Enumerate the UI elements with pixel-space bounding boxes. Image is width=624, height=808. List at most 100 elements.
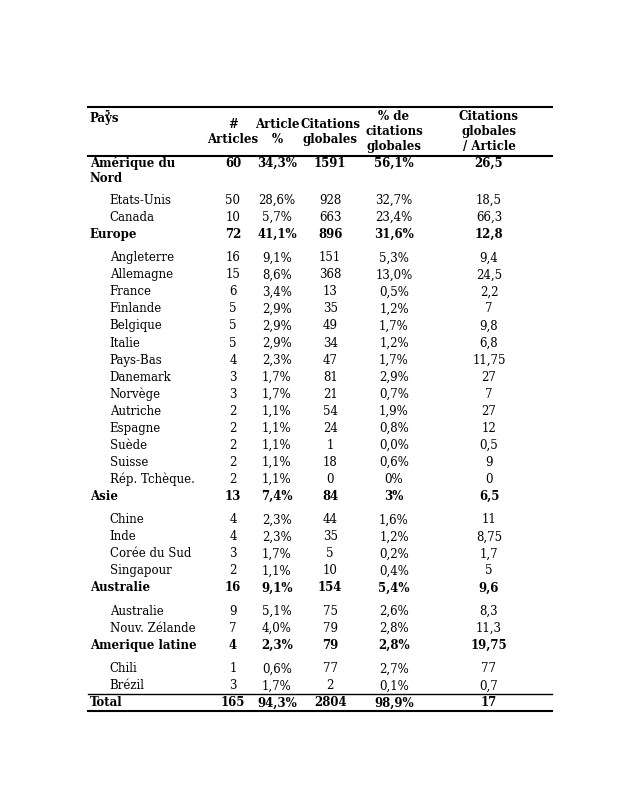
Text: 1,7%: 1,7% <box>262 680 292 692</box>
Text: 4,0%: 4,0% <box>262 622 292 635</box>
Text: 2: 2 <box>229 456 236 469</box>
Text: 13: 13 <box>225 490 241 503</box>
Text: 16: 16 <box>225 582 241 595</box>
Text: Inde: Inde <box>110 530 137 543</box>
Text: 2: 2 <box>229 422 236 435</box>
Text: 2,9%: 2,9% <box>262 302 292 315</box>
Text: 1,7%: 1,7% <box>262 547 292 561</box>
Text: Allemagne: Allemagne <box>110 268 173 281</box>
Text: 151: 151 <box>319 251 341 264</box>
Text: 1,1%: 1,1% <box>262 473 292 486</box>
Text: Italie: Italie <box>110 336 140 350</box>
Text: 2,2: 2,2 <box>480 285 498 298</box>
Text: Citations
globales
/ Article: Citations globales / Article <box>459 110 519 153</box>
Text: Citations
globales: Citations globales <box>300 117 360 145</box>
Text: 8,3: 8,3 <box>480 605 499 618</box>
Text: 10: 10 <box>323 565 338 578</box>
Text: 2,6%: 2,6% <box>379 605 409 618</box>
Text: 2,3%: 2,3% <box>261 639 293 652</box>
Text: 84: 84 <box>322 490 338 503</box>
Text: 7: 7 <box>485 302 493 315</box>
Text: 0,1%: 0,1% <box>379 680 409 692</box>
Text: 0: 0 <box>485 473 493 486</box>
Text: 17: 17 <box>481 696 497 709</box>
Text: Australie: Australie <box>110 605 163 618</box>
Text: Nouv. Zélande: Nouv. Zélande <box>110 622 195 635</box>
Text: 3: 3 <box>229 371 236 384</box>
Text: 2: 2 <box>229 473 236 486</box>
Text: 5,1%: 5,1% <box>262 605 292 618</box>
Text: 0,5%: 0,5% <box>379 285 409 298</box>
Text: 50: 50 <box>225 194 240 207</box>
Text: 32,7%: 32,7% <box>375 194 412 207</box>
Text: 9,6: 9,6 <box>479 582 499 595</box>
Text: 0,2%: 0,2% <box>379 547 409 561</box>
Text: 41,1%: 41,1% <box>257 228 297 241</box>
Text: Etats-Unis: Etats-Unis <box>110 194 172 207</box>
Text: 0,6%: 0,6% <box>379 456 409 469</box>
Text: 1,1%: 1,1% <box>262 422 292 435</box>
Text: 663: 663 <box>319 211 341 224</box>
Text: Corée du Sud: Corée du Sud <box>110 547 191 561</box>
Text: Chili: Chili <box>110 663 137 675</box>
Text: 77: 77 <box>482 663 497 675</box>
Text: 13,0%: 13,0% <box>375 268 412 281</box>
Text: 0%: 0% <box>384 473 403 486</box>
Text: 35: 35 <box>323 302 338 315</box>
Text: Nord: Nord <box>90 171 123 184</box>
Text: 9: 9 <box>229 605 236 618</box>
Text: 24: 24 <box>323 422 338 435</box>
Text: 11: 11 <box>482 513 496 526</box>
Text: 0,7%: 0,7% <box>379 388 409 401</box>
Text: 66,3: 66,3 <box>476 211 502 224</box>
Text: 44: 44 <box>323 513 338 526</box>
Text: Suisse: Suisse <box>110 456 148 469</box>
Text: Article
%: Article % <box>255 117 299 145</box>
Text: Australie: Australie <box>90 582 150 595</box>
Text: 77: 77 <box>323 663 338 675</box>
Text: 2: 2 <box>326 680 334 692</box>
Text: 3%: 3% <box>384 490 404 503</box>
Text: 5: 5 <box>326 547 334 561</box>
Text: 9,8: 9,8 <box>480 319 499 332</box>
Text: 165: 165 <box>221 696 245 709</box>
Text: 928: 928 <box>319 194 341 207</box>
Text: 27: 27 <box>482 371 497 384</box>
Text: 1,1%: 1,1% <box>262 565 292 578</box>
Text: Pays-Bas: Pays-Bas <box>110 354 162 367</box>
Text: 3,4%: 3,4% <box>262 285 292 298</box>
Text: 81: 81 <box>323 371 338 384</box>
Text: Autriche: Autriche <box>110 405 161 418</box>
Text: 79: 79 <box>322 639 338 652</box>
Text: 34: 34 <box>323 336 338 350</box>
Text: 0,7: 0,7 <box>480 680 499 692</box>
Text: 94,3%: 94,3% <box>257 696 297 709</box>
Text: 368: 368 <box>319 268 341 281</box>
Text: 9,1%: 9,1% <box>261 582 293 595</box>
Text: 0,5: 0,5 <box>480 439 499 452</box>
Text: Brézil: Brézil <box>110 680 145 692</box>
Text: 7,4%: 7,4% <box>261 490 293 503</box>
Text: 1,7%: 1,7% <box>379 319 409 332</box>
Text: Total: Total <box>90 696 122 709</box>
Text: 0,0%: 0,0% <box>379 439 409 452</box>
Text: 5: 5 <box>229 302 236 315</box>
Text: 0,8%: 0,8% <box>379 422 409 435</box>
Text: 2: 2 <box>229 439 236 452</box>
Text: 2,3%: 2,3% <box>262 530 292 543</box>
Text: 4: 4 <box>229 513 236 526</box>
Text: 7: 7 <box>485 388 493 401</box>
Text: 4: 4 <box>229 530 236 543</box>
Text: Amérique du: Amérique du <box>90 157 175 170</box>
Text: 154: 154 <box>318 582 343 595</box>
Text: 2: 2 <box>229 405 236 418</box>
Text: 2,3%: 2,3% <box>262 354 292 367</box>
Text: 79: 79 <box>323 622 338 635</box>
Text: 72: 72 <box>225 228 241 241</box>
Text: 60: 60 <box>225 157 241 170</box>
Text: 24,5: 24,5 <box>476 268 502 281</box>
Text: 7: 7 <box>229 622 236 635</box>
Text: 0,4%: 0,4% <box>379 565 409 578</box>
Text: Pays: Pays <box>90 112 119 124</box>
Text: 2,9%: 2,9% <box>262 319 292 332</box>
